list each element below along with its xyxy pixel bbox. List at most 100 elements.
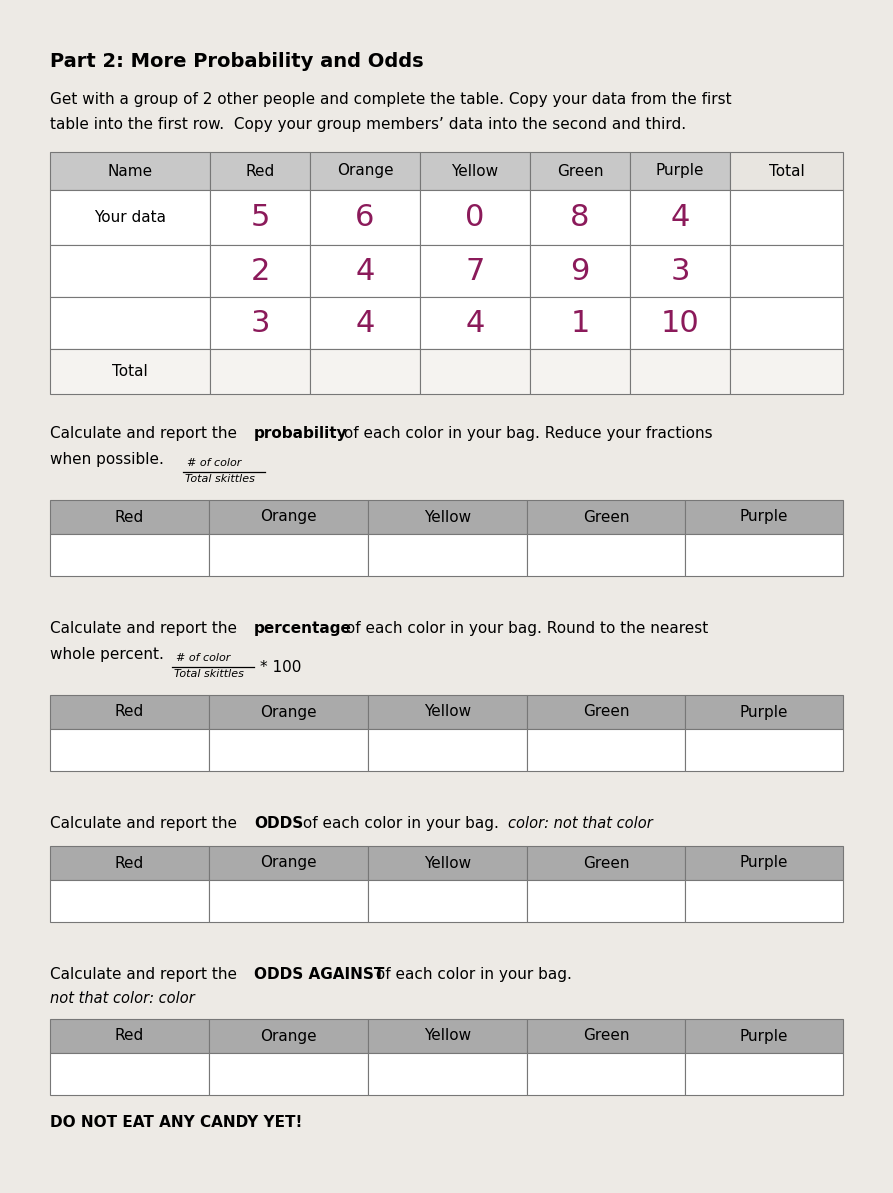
Bar bbox=[527, 1053, 685, 1095]
Bar bbox=[527, 500, 685, 534]
Bar bbox=[630, 350, 730, 394]
Bar bbox=[209, 534, 368, 576]
Bar bbox=[527, 729, 685, 771]
Text: DO NOT EAT ANY CANDY YET!: DO NOT EAT ANY CANDY YET! bbox=[50, 1115, 303, 1130]
Bar bbox=[685, 696, 843, 729]
Text: Orange: Orange bbox=[337, 163, 393, 179]
Bar bbox=[50, 350, 210, 394]
Text: of each color in your bag.: of each color in your bag. bbox=[298, 816, 499, 832]
Text: Purple: Purple bbox=[739, 705, 789, 719]
Bar bbox=[50, 729, 209, 771]
Text: Red: Red bbox=[115, 855, 144, 871]
Bar bbox=[730, 190, 843, 245]
Bar bbox=[210, 297, 310, 350]
Text: 2: 2 bbox=[250, 256, 270, 285]
Bar bbox=[685, 846, 843, 880]
Bar bbox=[730, 152, 843, 190]
Text: Purple: Purple bbox=[739, 1028, 789, 1044]
Bar bbox=[630, 190, 730, 245]
Text: Yellow: Yellow bbox=[424, 1028, 472, 1044]
Text: Orange: Orange bbox=[260, 705, 317, 719]
Bar bbox=[685, 729, 843, 771]
Bar bbox=[527, 696, 685, 729]
Bar bbox=[530, 245, 630, 297]
Bar bbox=[368, 729, 527, 771]
Text: 6: 6 bbox=[355, 203, 375, 231]
Text: Green: Green bbox=[583, 855, 630, 871]
Text: Your data: Your data bbox=[94, 210, 166, 225]
Bar bbox=[420, 350, 530, 394]
Bar bbox=[368, 500, 527, 534]
Text: 0: 0 bbox=[465, 203, 485, 231]
Text: Yellow: Yellow bbox=[424, 855, 472, 871]
Text: * 100: * 100 bbox=[260, 660, 301, 674]
Text: Name: Name bbox=[107, 163, 153, 179]
Text: of each color in your bag. Round to the nearest: of each color in your bag. Round to the … bbox=[341, 622, 708, 636]
Text: Purple: Purple bbox=[739, 855, 789, 871]
Text: Calculate and report the: Calculate and report the bbox=[50, 622, 242, 636]
Text: whole percent.: whole percent. bbox=[50, 647, 164, 662]
Bar bbox=[420, 152, 530, 190]
Text: Green: Green bbox=[583, 705, 630, 719]
Bar bbox=[310, 190, 420, 245]
Bar bbox=[420, 297, 530, 350]
Bar bbox=[209, 1019, 368, 1053]
Bar bbox=[527, 534, 685, 576]
Text: Yellow: Yellow bbox=[424, 509, 472, 525]
Bar bbox=[685, 880, 843, 922]
Text: Purple: Purple bbox=[739, 509, 789, 525]
Text: table into the first row.  Copy your group members’ data into the second and thi: table into the first row. Copy your grou… bbox=[50, 117, 686, 132]
Text: color: not that color: color: not that color bbox=[508, 816, 653, 832]
Text: 5: 5 bbox=[250, 203, 270, 231]
Bar bbox=[50, 297, 210, 350]
Text: Purple: Purple bbox=[655, 163, 705, 179]
Text: Calculate and report the: Calculate and report the bbox=[50, 968, 242, 982]
Text: Red: Red bbox=[115, 509, 144, 525]
Text: Red: Red bbox=[246, 163, 275, 179]
Text: Yellow: Yellow bbox=[452, 163, 498, 179]
Text: Total skittles: Total skittles bbox=[174, 669, 244, 679]
Text: Red: Red bbox=[115, 705, 144, 719]
Bar bbox=[420, 245, 530, 297]
Text: 3: 3 bbox=[671, 256, 689, 285]
Bar bbox=[50, 1019, 209, 1053]
Bar bbox=[50, 190, 210, 245]
Text: # of color: # of color bbox=[176, 653, 230, 663]
Text: percentage: percentage bbox=[254, 622, 352, 636]
Bar bbox=[527, 846, 685, 880]
Bar bbox=[50, 1053, 209, 1095]
Bar bbox=[420, 190, 530, 245]
Bar bbox=[210, 190, 310, 245]
Text: ODDS: ODDS bbox=[254, 816, 304, 832]
Bar bbox=[209, 500, 368, 534]
Bar bbox=[50, 500, 209, 534]
Bar bbox=[50, 534, 209, 576]
Bar bbox=[730, 297, 843, 350]
Text: ODDS AGAINST: ODDS AGAINST bbox=[254, 968, 384, 982]
Bar bbox=[209, 729, 368, 771]
Bar bbox=[530, 190, 630, 245]
Bar bbox=[368, 846, 527, 880]
Bar bbox=[685, 500, 843, 534]
Bar bbox=[630, 245, 730, 297]
Text: probability: probability bbox=[254, 426, 347, 441]
Text: Get with a group of 2 other people and complete the table. Copy your data from t: Get with a group of 2 other people and c… bbox=[50, 92, 731, 107]
Text: Green: Green bbox=[583, 1028, 630, 1044]
Text: # of color: # of color bbox=[187, 458, 241, 468]
Bar bbox=[50, 245, 210, 297]
Bar bbox=[630, 152, 730, 190]
Bar bbox=[50, 880, 209, 922]
Bar bbox=[210, 350, 310, 394]
Text: Orange: Orange bbox=[260, 1028, 317, 1044]
Bar bbox=[630, 297, 730, 350]
Text: Calculate and report the: Calculate and report the bbox=[50, 426, 242, 441]
Bar bbox=[50, 152, 210, 190]
Bar bbox=[50, 696, 209, 729]
Bar bbox=[210, 152, 310, 190]
Bar bbox=[685, 534, 843, 576]
Bar bbox=[685, 1053, 843, 1095]
Text: 4: 4 bbox=[355, 256, 375, 285]
Text: 4: 4 bbox=[465, 309, 485, 338]
Text: Green: Green bbox=[556, 163, 604, 179]
Bar bbox=[368, 534, 527, 576]
